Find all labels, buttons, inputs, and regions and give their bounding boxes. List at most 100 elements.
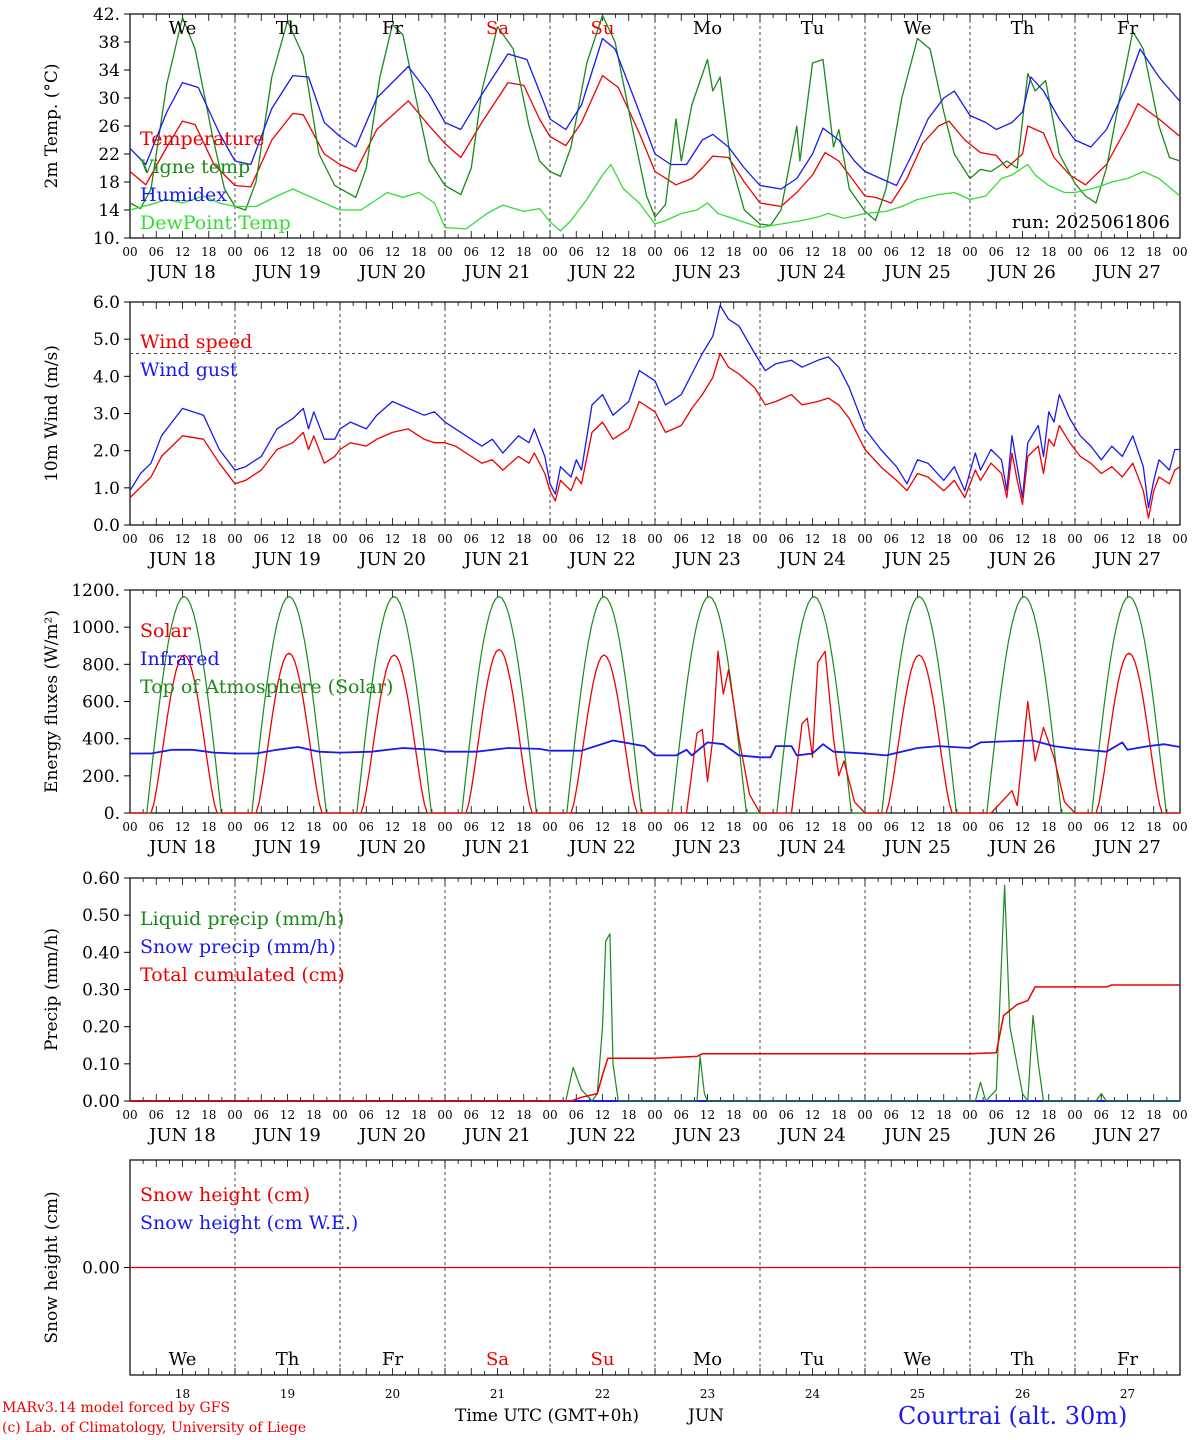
hour-tick-label: 06	[884, 532, 899, 546]
hour-tick-label: 06	[464, 1108, 479, 1122]
panel-4: 0.00 0.10 0.20 0.30 0.40 0.50 0.60 Precip (mm/h…	[42, 869, 1188, 1146]
hour-tick-label: 12	[280, 820, 295, 834]
date-label: JUN 23	[672, 837, 741, 858]
hour-tick-label: 12	[595, 245, 610, 259]
weekday-label: Mo	[693, 18, 722, 39]
hour-tick-label: 18	[411, 532, 426, 546]
hour-tick-label: 12	[700, 1108, 715, 1122]
y-tick-label: 14	[98, 201, 120, 221]
hour-tick-label: 12	[805, 245, 820, 259]
hour-tick-label: 12	[805, 820, 820, 834]
y-tick-label: 0.00	[82, 1259, 120, 1279]
date-label: JUN 24	[777, 1125, 846, 1146]
hour-tick-label: 00	[542, 532, 557, 546]
y-tick-label: 0.50	[82, 906, 120, 926]
date-label: JUN 23	[672, 549, 741, 570]
hour-tick-label: 12	[175, 245, 190, 259]
hour-tick-label: 18	[516, 532, 531, 546]
hour-tick-label: 12	[1015, 1108, 1030, 1122]
hour-tick-label: 00	[857, 1108, 872, 1122]
date-label: JUN 26	[987, 549, 1056, 570]
hour-tick-label: 06	[149, 532, 164, 546]
hour-tick-label: 06	[254, 245, 269, 259]
hour-tick-label: 06	[569, 532, 584, 546]
hour-tick-label: 12	[280, 1108, 295, 1122]
hour-tick-label: 00	[227, 245, 242, 259]
hour-tick-label: 06	[674, 245, 689, 259]
series-total-cumulated	[130, 984, 1180, 1102]
hour-tick-label: 00	[962, 532, 977, 546]
legend-entry: Wind gust	[140, 359, 238, 381]
hour-tick-label: 00	[1067, 532, 1082, 546]
hour-tick-label: 18	[306, 532, 321, 546]
hour-tick-label: 18	[201, 1108, 216, 1122]
y-axis-label: 10m Wind (m/s)	[42, 345, 62, 482]
y-axis-label: Precip (mm/h)	[42, 928, 62, 1051]
hour-tick-label: 18	[621, 245, 636, 259]
hour-tick-label: 06	[674, 532, 689, 546]
hour-tick-label: 12	[385, 1108, 400, 1122]
hour-tick-label: 18	[411, 245, 426, 259]
hour-tick-label: 18	[621, 820, 636, 834]
hour-tick-label: 18	[516, 245, 531, 259]
hour-tick-label: 18	[621, 532, 636, 546]
hour-tick-label: 06	[989, 1108, 1004, 1122]
hour-tick-label: 18	[1041, 1108, 1056, 1122]
date-label: JUN 26	[987, 262, 1056, 283]
hour-tick-label: 06	[779, 245, 794, 259]
y-tick-label: 400.	[82, 730, 120, 750]
hour-tick-label: 12	[490, 532, 505, 546]
hour-tick-label: 06	[779, 820, 794, 834]
legend-entry: Total cumulated (cm)	[140, 964, 345, 986]
date-label: JUN 19	[252, 837, 321, 858]
weekday-label: Th	[276, 18, 300, 39]
y-tick-label: 22	[98, 145, 120, 165]
date-label: JUN 26	[987, 1125, 1056, 1146]
hour-tick-label: 12	[280, 245, 295, 259]
hour-tick-label: 12	[1015, 820, 1030, 834]
hour-tick-label: 00	[962, 820, 977, 834]
panel-3: 0. 200. 400. 600. 800. 1000. 1200. Energy fluxe…	[42, 581, 1188, 858]
date-label: JUN 27	[1092, 837, 1161, 858]
station-name: Courtrai (alt. 30m)	[898, 1402, 1128, 1430]
date-label: JUN 21	[462, 549, 531, 570]
hour-tick-label: 12	[805, 1108, 820, 1122]
date-label: JUN 21	[462, 837, 531, 858]
hour-tick-label: 18	[1041, 532, 1056, 546]
hour-tick-label: 00	[437, 1108, 452, 1122]
hour-tick-label: 06	[464, 820, 479, 834]
date-label: JUN 19	[252, 262, 321, 283]
legend-entry: Wind speed	[140, 331, 252, 353]
hour-tick-label: 00	[1172, 820, 1187, 834]
day-number-label: 25	[910, 1387, 925, 1401]
day-number-label: 21	[490, 1387, 505, 1401]
series-humidex	[129, 37, 1181, 190]
y-tick-label: 34	[98, 61, 120, 81]
hour-tick-label: 00	[332, 245, 347, 259]
y-axis-label: Energy fluxes (W/m²)	[42, 610, 62, 793]
hour-tick-label: 18	[201, 532, 216, 546]
hour-tick-label: 18	[1041, 245, 1056, 259]
hour-tick-label: 12	[910, 1108, 925, 1122]
date-label: JUN 21	[462, 1125, 531, 1146]
hour-tick-label: 00	[647, 1108, 662, 1122]
hour-tick-label: 06	[254, 820, 269, 834]
hour-tick-label: 18	[1146, 532, 1161, 546]
y-axis-label: Snow height (cm)	[42, 1191, 62, 1343]
hour-tick-label: 12	[385, 532, 400, 546]
hour-tick-label: 18	[411, 820, 426, 834]
hour-tick-label: 06	[989, 532, 1004, 546]
hour-tick-label: 18	[201, 820, 216, 834]
date-label: JUN 27	[1092, 262, 1161, 283]
hour-tick-label: 00	[332, 1108, 347, 1122]
hour-tick-label: 06	[1094, 245, 1109, 259]
hour-tick-label: 12	[1120, 245, 1135, 259]
date-label: JUN 25	[882, 262, 951, 283]
hour-tick-label: 00	[962, 1108, 977, 1122]
date-label: JUN 20	[357, 549, 426, 570]
date-label: JUN 20	[357, 262, 426, 283]
y-tick-label: 0.20	[82, 1018, 120, 1038]
run-label: run: 2025061806	[1012, 212, 1170, 233]
hour-tick-label: 00	[227, 1108, 242, 1122]
hour-tick-label: 06	[1094, 1108, 1109, 1122]
